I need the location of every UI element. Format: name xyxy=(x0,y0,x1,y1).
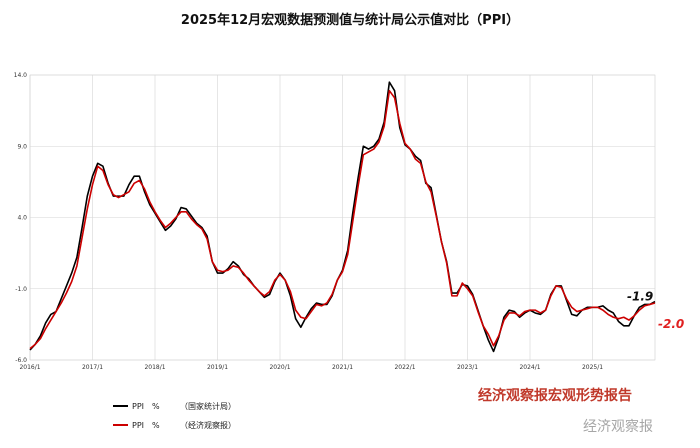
chart-title: 2025年12月宏观数据预测值与统计局公示值对比（PPI） xyxy=(180,13,520,28)
legend: PPI % （国家统计局） PPI % （经济观察报） xyxy=(113,401,236,430)
x-tick-label: 2016/1 xyxy=(19,364,40,371)
watermark-logo-text: 经济观察报 xyxy=(583,419,653,435)
x-tick-label: 2023/1 xyxy=(457,364,478,371)
end-label-nbs: -1.9 xyxy=(627,290,653,304)
x-tick-label: 2021/1 xyxy=(332,364,353,371)
legend-source: （经济观察报） xyxy=(180,420,236,430)
gridlines xyxy=(29,74,656,361)
series-lines xyxy=(29,81,656,353)
y-tick-label: -6.0 xyxy=(15,357,27,364)
annotations: -1.9 -2.0 xyxy=(627,290,684,331)
series-line-eeo xyxy=(29,89,656,350)
y-tick-label: -1.0 xyxy=(15,286,27,293)
watermark-text: 经济观察报宏观形势报告 xyxy=(478,388,632,404)
end-label-eeo: -2.0 xyxy=(658,317,684,331)
y-tick-labels: -6.0 -1.0 4.0 9.0 14.0 xyxy=(14,72,28,364)
x-tick-label: 2024/1 xyxy=(519,364,540,371)
x-tick-label: 2019/1 xyxy=(207,364,228,371)
x-tick-label: 2025/1 xyxy=(582,364,603,371)
y-tick-label: 4.0 xyxy=(17,215,27,222)
legend-source: （国家统计局） xyxy=(180,401,236,411)
legend-label: PPI % xyxy=(132,402,160,411)
y-tick-label: 14.0 xyxy=(14,72,28,79)
x-tick-label: 2022/1 xyxy=(394,364,415,371)
x-tick-label: 2018/1 xyxy=(144,364,165,371)
x-tick-label: 2020/1 xyxy=(269,364,290,371)
y-tick-label: 9.0 xyxy=(17,143,27,150)
x-tick-labels: 2016/1 2017/1 2018/1 2019/1 2020/1 2021/1 2022… xyxy=(19,364,603,371)
legend-label: PPI % xyxy=(132,421,160,430)
x-tick-label: 2017/1 xyxy=(82,364,103,371)
